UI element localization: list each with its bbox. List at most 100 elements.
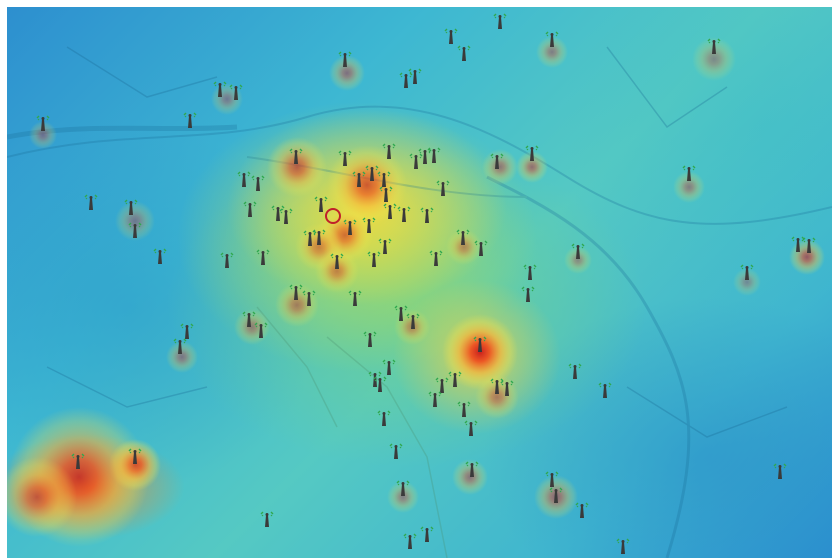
cell-tower-icon[interactable] <box>571 243 585 259</box>
cell-tower-icon[interactable] <box>403 533 417 549</box>
cell-tower-icon[interactable] <box>598 382 612 398</box>
cell-tower-icon[interactable] <box>682 165 696 181</box>
cell-tower-icon[interactable] <box>457 401 471 417</box>
cell-tower-icon[interactable] <box>493 13 507 29</box>
cell-tower-icon[interactable] <box>707 38 721 54</box>
cell-tower-icon[interactable] <box>444 28 458 44</box>
cell-tower-icon[interactable] <box>213 81 227 97</box>
cell-tower-icon[interactable] <box>420 526 434 542</box>
cell-tower-icon[interactable] <box>173 338 187 354</box>
cell-tower-icon[interactable] <box>373 376 387 392</box>
cell-tower-icon[interactable] <box>256 249 270 265</box>
cell-tower-icon[interactable] <box>406 313 420 329</box>
cell-tower-icon[interactable] <box>523 264 537 280</box>
cell-tower-icon[interactable] <box>545 471 559 487</box>
cell-tower-icon[interactable] <box>251 175 265 191</box>
cell-tower-icon[interactable] <box>153 248 167 264</box>
cell-tower-icon[interactable] <box>420 207 434 223</box>
cell-tower-icon[interactable] <box>418 148 432 164</box>
cell-tower-icon[interactable] <box>456 229 470 245</box>
cell-tower-icon[interactable] <box>362 217 376 233</box>
cell-tower-icon[interactable] <box>330 253 344 269</box>
hotspot <box>115 201 155 241</box>
cell-tower-icon[interactable] <box>338 51 352 67</box>
cell-tower-icon[interactable] <box>243 201 257 217</box>
cell-tower-icon[interactable] <box>448 371 462 387</box>
cell-tower-icon[interactable] <box>408 68 422 84</box>
cell-tower-icon[interactable] <box>383 203 397 219</box>
cell-tower-icon[interactable] <box>36 115 50 131</box>
cell-tower-icon[interactable] <box>220 252 234 268</box>
cell-tower-icon[interactable] <box>229 84 243 100</box>
cell-tower-icon[interactable] <box>474 240 488 256</box>
cell-tower-icon[interactable] <box>84 194 98 210</box>
cell-tower-icon[interactable] <box>348 290 362 306</box>
cell-tower-icon[interactable] <box>397 206 411 222</box>
cell-tower-icon[interactable] <box>303 230 317 246</box>
cell-tower-icon[interactable] <box>379 186 393 202</box>
cell-tower-icon[interactable] <box>302 290 316 306</box>
cell-tower-icon[interactable] <box>457 45 471 61</box>
cell-tower-icon[interactable] <box>365 165 379 181</box>
cell-tower-icon[interactable] <box>289 148 303 164</box>
cell-tower-icon[interactable] <box>71 453 85 469</box>
cell-tower-icon[interactable] <box>183 112 197 128</box>
cell-tower-icon[interactable] <box>382 143 396 159</box>
cell-tower-icon[interactable] <box>368 371 382 387</box>
cell-tower-icon[interactable] <box>740 264 754 280</box>
hotspot <box>446 229 482 265</box>
cell-tower-icon[interactable] <box>254 322 268 338</box>
selected-location-icon[interactable] <box>325 208 341 224</box>
cell-tower-icon[interactable] <box>773 463 787 479</box>
cell-tower-icon[interactable] <box>279 208 293 224</box>
cell-tower-icon[interactable] <box>427 147 441 163</box>
cell-tower-icon[interactable] <box>180 323 194 339</box>
cell-tower-icon[interactable] <box>242 311 256 327</box>
cell-tower-icon[interactable] <box>389 443 403 459</box>
cell-tower-icon[interactable] <box>575 502 589 518</box>
signal-hotspots <box>7 36 825 547</box>
hotspot <box>673 171 705 203</box>
cell-tower-icon[interactable] <box>545 31 559 47</box>
cell-tower-icon[interactable] <box>377 171 391 187</box>
cell-tower-icon[interactable] <box>314 196 328 212</box>
cell-tower-icon[interactable] <box>237 171 251 187</box>
cell-tower-icon[interactable] <box>396 480 410 496</box>
cell-tower-icon[interactable] <box>352 171 366 187</box>
cell-tower-icon[interactable] <box>500 380 514 396</box>
cell-tower-icon[interactable] <box>409 153 423 169</box>
cell-tower-icon[interactable] <box>465 461 479 477</box>
cell-tower-icon[interactable] <box>791 236 805 252</box>
cell-tower-icon[interactable] <box>464 420 478 436</box>
cell-tower-icon[interactable] <box>260 511 274 527</box>
cell-tower-icon[interactable] <box>429 250 443 266</box>
cell-tower-icon[interactable] <box>399 72 413 88</box>
cell-tower-icon[interactable] <box>363 331 377 347</box>
cell-tower-icon[interactable] <box>338 150 352 166</box>
hotspot <box>29 121 57 149</box>
cell-tower-icon[interactable] <box>343 219 357 235</box>
cell-tower-icon[interactable] <box>312 229 326 245</box>
cell-tower-icon[interactable] <box>525 145 539 161</box>
cell-tower-icon[interactable] <box>367 251 381 267</box>
cell-tower-icon[interactable] <box>289 284 303 300</box>
cell-tower-icon[interactable] <box>271 205 285 221</box>
cell-tower-icon[interactable] <box>490 153 504 169</box>
cell-tower-icon[interactable] <box>549 487 563 503</box>
cell-tower-icon[interactable] <box>521 286 535 302</box>
cell-tower-icon[interactable] <box>428 391 442 407</box>
cell-tower-icon[interactable] <box>382 359 396 375</box>
cell-tower-icon[interactable] <box>128 448 142 464</box>
cell-tower-icon[interactable] <box>128 222 142 238</box>
cell-tower-icon[interactable] <box>568 363 582 379</box>
cell-tower-icon[interactable] <box>378 238 392 254</box>
cell-tower-icon[interactable] <box>124 199 138 215</box>
cell-tower-icon[interactable] <box>616 538 630 554</box>
cell-tower-icon[interactable] <box>377 410 391 426</box>
cell-tower-icon[interactable] <box>394 305 408 321</box>
cell-tower-icon[interactable] <box>802 237 816 253</box>
cell-tower-icon[interactable] <box>473 336 487 352</box>
cell-tower-icon[interactable] <box>436 180 450 196</box>
coverage-heatmap[interactable] <box>7 7 832 558</box>
cell-tower-icon[interactable] <box>435 377 449 393</box>
